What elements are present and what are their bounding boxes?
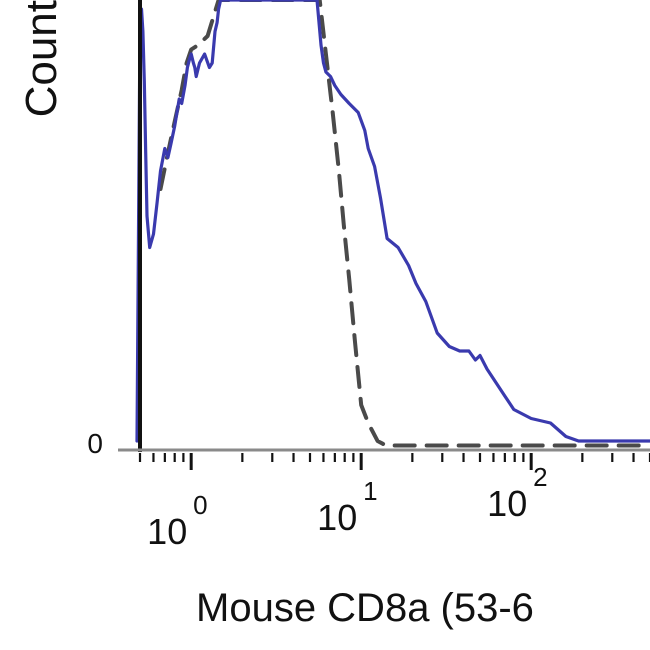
y-axis-label: Count — [17, 0, 66, 117]
x-tick-label-exponent: 0 — [193, 490, 207, 520]
x-tick-labels: 100 101 102 — [147, 462, 547, 552]
series-layer — [135, 0, 650, 448]
x-tick-label-base: 10 — [147, 511, 187, 552]
x-tick-label-exponent: 1 — [363, 476, 377, 506]
series-line-solid — [135, 0, 650, 443]
y-tick-label-zero: 0 — [87, 428, 103, 459]
x-axis-ticks — [138, 453, 650, 470]
x-axis-label: Mouse CD8a (53-6 — [196, 586, 534, 630]
x-tick-label-base: 10 — [317, 497, 357, 538]
series-line-dashed — [158, 0, 650, 448]
x-tick-label-exponent: 2 — [533, 462, 547, 492]
x-tick-label-base: 10 — [487, 483, 527, 524]
